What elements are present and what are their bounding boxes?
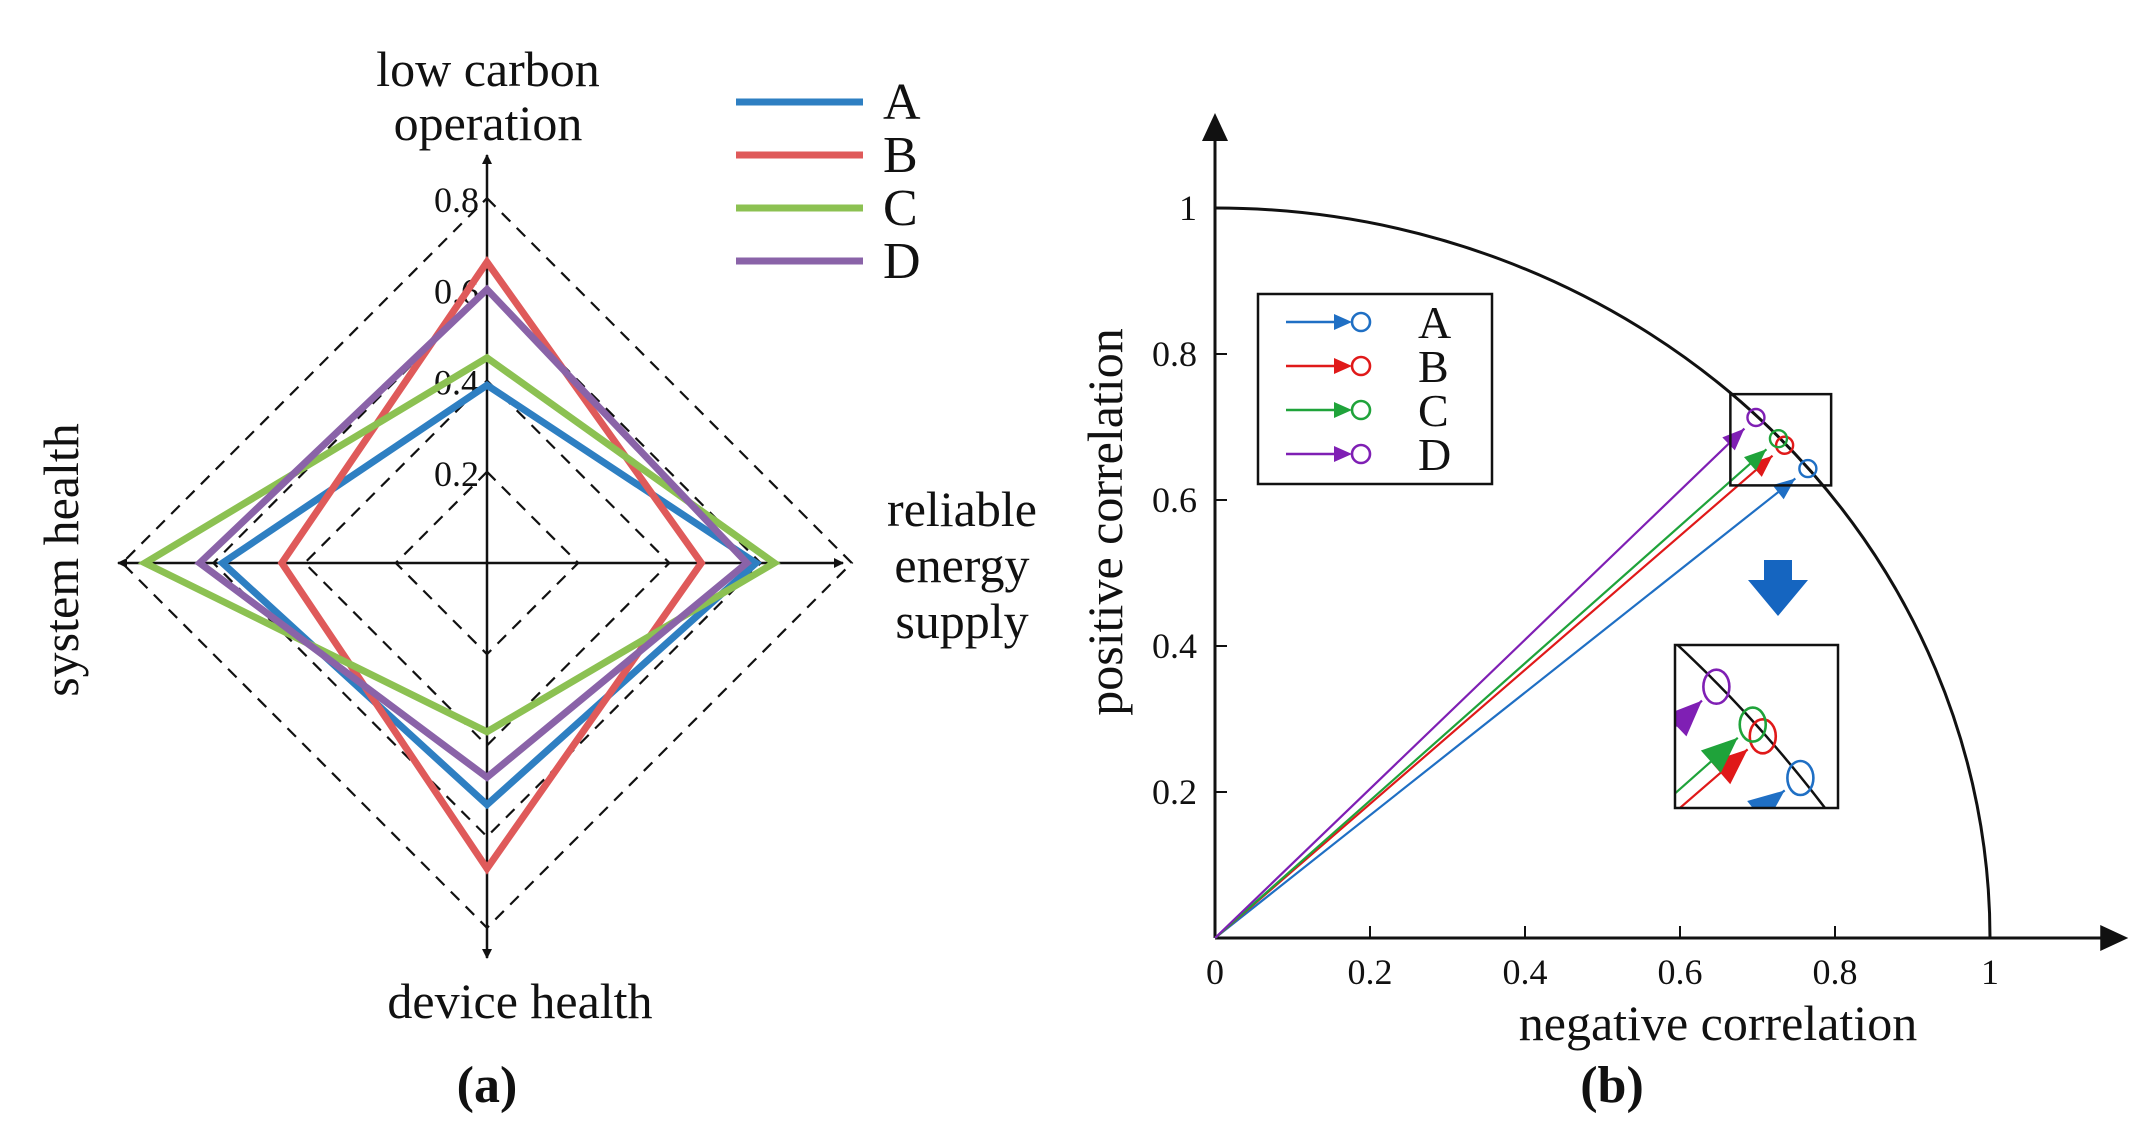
- x-tick-0: 0: [1206, 952, 1224, 992]
- y-axis-arrow-icon: [1202, 113, 1228, 141]
- vector-legend-label-b: B: [1418, 341, 1449, 392]
- vector-d: [1214, 427, 1746, 939]
- vector-legend-marker-d: [1350, 443, 1372, 465]
- inset-vector-c: [1675, 736, 1739, 795]
- inset-marker-b: [1748, 717, 1778, 755]
- vector-marker-c: [1768, 428, 1789, 449]
- y-tick-1: 1: [1179, 188, 1197, 228]
- ring-label-0-2: 0.2: [434, 454, 479, 494]
- legend-label-b: B: [883, 127, 918, 184]
- inset-vector-head-b: [1710, 749, 1748, 785]
- inset-marker-c: [1738, 706, 1768, 743]
- vector-head-c: [1744, 449, 1767, 471]
- inset-vector-head-c: [1700, 737, 1738, 773]
- vector-marker-d: [1746, 407, 1766, 428]
- vector-b: [1214, 454, 1774, 939]
- caption-b: (b): [1580, 1057, 1644, 1114]
- down-arrow-icon: [1748, 560, 1808, 616]
- vector-head-b: [1749, 455, 1773, 477]
- vector-legend-head-c: [1334, 402, 1352, 418]
- axis-label-right-line3: supply: [895, 593, 1028, 649]
- caption-a: (a): [457, 1057, 518, 1114]
- x-tick-0-8: 0.8: [1813, 952, 1858, 992]
- y-tick-0-8: 0.8: [1152, 334, 1197, 374]
- vector-head-d: [1722, 428, 1745, 451]
- radar-series-d: [194, 284, 753, 782]
- radar-series-a: [216, 380, 762, 810]
- zoom-inset-content: [1675, 645, 1827, 808]
- vector-legend-head-a: [1334, 314, 1352, 330]
- vector-ticks: 0 0.2 0.4 0.6 0.8 1 0.2 0.4 0.6 0.8 1: [1152, 188, 1999, 992]
- vector-c: [1214, 448, 1768, 939]
- x-axis-label: negative correlation: [1519, 995, 1917, 1051]
- radar-ring-0-6: [211, 287, 763, 839]
- vector-legend-head-d: [1334, 446, 1352, 462]
- y-axis-label: positive correlation: [1077, 328, 1133, 715]
- vector-series: [1214, 407, 1818, 939]
- axis-label-left: system health: [33, 423, 89, 697]
- axis-label-right-line1: reliable: [887, 481, 1037, 537]
- vector-a: [1214, 477, 1797, 939]
- vector-legend-box: [1256, 292, 1494, 486]
- inset-vector-head-a: [1747, 790, 1785, 808]
- zoom-inset: [1673, 643, 1840, 810]
- axis-label-top-line1: low carbon: [376, 41, 600, 97]
- vector-legend-label-d: D: [1418, 429, 1451, 480]
- legend-label-d: D: [883, 233, 921, 290]
- inset-vector-b: [1678, 748, 1749, 808]
- legend-label-a: A: [883, 74, 921, 131]
- vector-legend-head-b: [1334, 358, 1352, 374]
- x-tick-0-6: 0.6: [1658, 952, 1703, 992]
- radar-chart: 0.20.40.60.8 low carbon operation reliab…: [33, 41, 1037, 1114]
- vector-axes: [1202, 113, 2129, 951]
- legend-label-c: C: [883, 180, 918, 237]
- x-axis-arrow-icon: [2100, 925, 2129, 951]
- vector-head-a: [1772, 478, 1796, 500]
- radar-series: [137, 255, 781, 875]
- zoom-box: [1729, 392, 1833, 487]
- inset-marker-a: [1786, 759, 1815, 797]
- y-tick-0-4: 0.4: [1152, 626, 1197, 666]
- vector-legend-marker-c: [1350, 399, 1372, 421]
- radar-series-c: [137, 353, 781, 736]
- axis-label-top-line2: operation: [394, 95, 583, 151]
- inset-marker-d: [1702, 668, 1731, 706]
- x-tick-0-4: 0.4: [1503, 952, 1548, 992]
- inset-vector-d: [1675, 699, 1703, 729]
- inset-arc: [1675, 645, 1827, 808]
- x-tick-0-2: 0.2: [1348, 952, 1393, 992]
- inset-vector-head-d: [1675, 700, 1702, 737]
- x-tick-1: 1: [1981, 952, 1999, 992]
- vector-legend-label-a: A: [1418, 297, 1451, 348]
- y-tick-0-2: 0.2: [1152, 772, 1197, 812]
- vector-legend-marker-b: [1350, 355, 1372, 377]
- radar-axes: [117, 154, 844, 959]
- vector-legend-marker-a: [1350, 311, 1372, 333]
- y-tick-0-6: 0.6: [1152, 480, 1197, 520]
- ring-label-0-8: 0.8: [434, 180, 479, 220]
- zoom-inset-frame: [1673, 643, 1840, 810]
- vector-marker-b: [1774, 435, 1795, 455]
- vector-legend-label-c: C: [1418, 385, 1449, 436]
- axis-label-bottom: device health: [387, 973, 652, 1029]
- vector-marker-a: [1798, 458, 1818, 479]
- axis-label-right-line2: energy: [894, 537, 1029, 593]
